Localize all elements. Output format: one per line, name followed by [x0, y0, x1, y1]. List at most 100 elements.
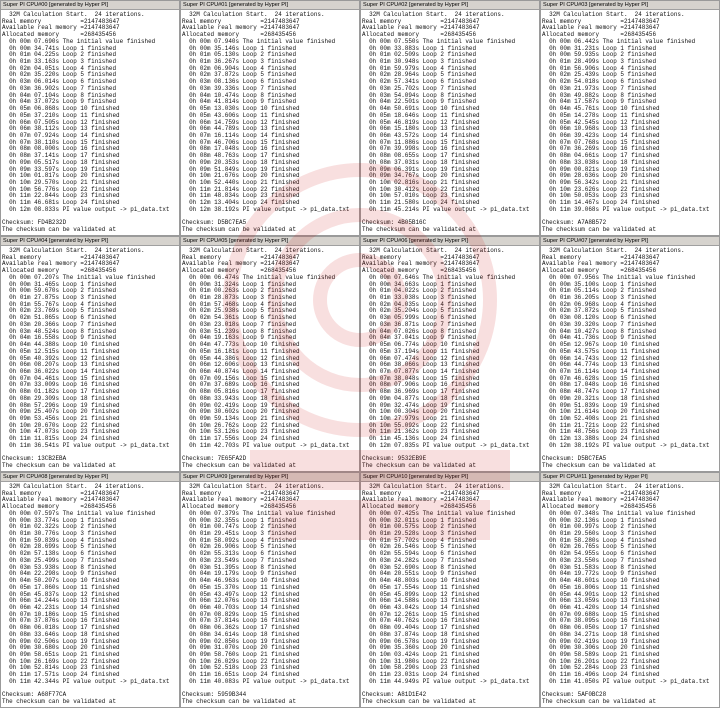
log-line: 0h 07m 40.762s Loop 16 finished [362, 617, 480, 625]
log-line: 0h 09m 51.849s Loop 19 finished [182, 165, 300, 173]
superpi-window[interactable]: Super PI CPU#03 [generated by Hyper PI] … [540, 0, 720, 236]
log-line: 0h 04m 17.587s Loop 9 finished [542, 98, 657, 106]
log-line: 0h 05m 16.806s Loop 11 finished [542, 583, 660, 591]
window-title[interactable]: Super PI CPU#06 [generated by Hyper PI] [361, 237, 539, 246]
log-line: 0h 01m 04.022s Loop 2 finished [362, 287, 477, 295]
log-line: 0h 01m 33.038s Loop 3 finished [362, 294, 477, 302]
log-line: 0h 10m 58.290s Loop 23 finished [362, 664, 480, 672]
checksum-value: 9532EB9E [397, 455, 427, 463]
window-title[interactable]: Super PI CPU#09 [generated by Hyper PI] [181, 473, 359, 482]
log-line: 0h 06m 15.180s Loop 13 finished [362, 125, 480, 133]
log-line: 0h 12m 38.192s PI value output -> pi_dat… [182, 205, 350, 213]
log-line: 0h 04m 46.963s Loop 10 finished [182, 577, 300, 585]
log-line: 0h 05m 06.774s Loop 10 finished [362, 341, 480, 349]
log-line: 0h 05m 12.515s Loop 11 finished [2, 347, 120, 355]
superpi-window[interactable]: Super PI CPU#05 [generated by Hyper PI] … [180, 236, 360, 472]
checksum-value: 4B05B16C [397, 219, 427, 227]
log-line: 0h 09m 30.680s Loop 20 finished [2, 644, 120, 652]
header-line: Allocated memory =268435456 [182, 31, 297, 39]
log-line: 0h 06m 38.066s Loop 13 finished [362, 361, 480, 369]
log-line: 0h 05m 17.554s Loop 11 finished [362, 583, 480, 591]
log-line: 0h 02m 57.341s Loop 6 finished [362, 78, 477, 86]
superpi-window[interactable]: Super PI CPU#06 [generated by Hyper PI] … [360, 236, 540, 472]
log-line: 0h 02m 35.220s Loop 5 finished [2, 71, 117, 79]
log-line: 0h 09m 56.342s Loop 21 finished [542, 178, 660, 186]
superpi-window[interactable]: Super PI CPU#10 [generated by Hyper PI] … [360, 472, 540, 708]
header-line: Allocated memory =268435456 [2, 503, 117, 511]
superpi-window[interactable]: Super PI CPU#02 [generated by Hyper PI] … [360, 0, 540, 236]
window-title[interactable]: Super PI CPU#03 [generated by Hyper PI] [541, 1, 719, 10]
log-line: 0h 09m 58.760s Loop 21 finished [182, 650, 300, 658]
log-line: 0h 09m 59.134s Loop 21 finished [182, 414, 300, 422]
log-line: 0h 10m 21.676s Loop 20 finished [182, 172, 300, 180]
checksum-value: 7E65FA2D [217, 455, 247, 463]
log-line: 0h 10m 26.201s Loop 22 finished [542, 657, 660, 665]
superpi-window[interactable]: Super PI CPU#04 [generated by Hyper PI] … [0, 236, 180, 472]
superpi-window[interactable]: Super PI CPU#07 [generated by Hyper PI] … [540, 236, 720, 472]
log-line: 0h 11m 16.496s Loop 24 finished [542, 671, 660, 679]
log-line: 0h 04m 50.207s Loop 10 finished [2, 577, 120, 585]
log-line: 0h 03m 23.550s Loop 7 finished [542, 556, 657, 564]
log-line: 0h 06m 42.231s Loop 14 finished [2, 603, 120, 611]
log-line: 0h 04m 07.026s Loop 8 finished [362, 327, 477, 335]
window-title[interactable]: Super PI CPU#05 [generated by Hyper PI] [181, 237, 359, 246]
validate-text: The checksum can be validated at [542, 698, 657, 705]
log-line: 0h 01m 55.767s Loop 4 finished [2, 300, 117, 308]
superpi-window[interactable]: Super PI CPU#09 [generated by Hyper PI] … [180, 472, 360, 708]
log-line: 0h 09m 32.474s Loop 19 finished [362, 401, 480, 409]
log-line: 0h 04m 48.601s Loop 10 finished [542, 577, 660, 585]
log-line: 0h 09m 06.578s Loop 19 finished [362, 637, 480, 645]
log-line: 0h 10m 29.570s Loop 21 finished [2, 178, 120, 186]
log-line: 0h 03m 48.524s Loop 8 finished [2, 327, 117, 335]
superpi-window[interactable]: Super PI CPU#01 [generated by Hyper PI] … [180, 0, 360, 236]
log-line: 0h 04m 19.163s Loop 9 finished [182, 334, 297, 342]
log-line: 0h 07m 37.814s Loop 16 finished [182, 617, 300, 625]
log-line: 0h 05m 15.370s Loop 11 finished [182, 583, 300, 591]
superpi-window[interactable]: Super PI CPU#00 [generated by Hyper PI] … [0, 0, 180, 236]
window-title[interactable]: Super PI CPU#10 [generated by Hyper PI] [361, 473, 539, 482]
window-title[interactable]: Super PI CPU#00 [generated by Hyper PI] [1, 1, 179, 10]
log-line: 0h 06m 43.572s Loop 14 finished [362, 131, 480, 139]
window-title[interactable]: Super PI CPU#02 [generated by Hyper PI] [361, 1, 539, 10]
header-line: 32M Calculation Start. 24 iterations. [2, 483, 145, 490]
window-title[interactable]: Super PI CPU#08 [generated by Hyper PI] [1, 473, 179, 482]
log-line: 0h 06m 07.505s Loop 12 finished [2, 118, 120, 126]
log-line: 0h 00m 31.465s Loop 1 finished [2, 280, 117, 288]
checksum-label: Checksum: [182, 455, 218, 463]
log-line: 0h 04m 22.298s Loop 9 finished [2, 570, 117, 578]
log-line: 0h 07m 09.688s Loop 15 finished [542, 610, 660, 618]
log-line: 0h 04m 50.691s Loop 10 finished [362, 105, 480, 113]
log-line: 0h 05m 43.606s Loop 11 finished [182, 111, 300, 119]
window-title[interactable]: Super PI CPU#04 [generated by Hyper PI] [1, 237, 179, 246]
log-line: 0h 02m 55.594s Loop 6 finished [362, 550, 477, 558]
log-line: 0h 08m 33.038s Loop 18 finished [542, 158, 660, 166]
checksum-line: Checksum: 9532EB9E [362, 455, 539, 463]
log-line: 0h 10m 55.092s Loop 22 finished [362, 421, 480, 429]
checksum-value: 13CB2EBA [37, 455, 67, 463]
log-line: 0h 07m 04.461s Loop 15 finished [2, 374, 120, 382]
log-line: 0h 05m 17.860s Loop 11 finished [2, 583, 120, 591]
log-line: 0h 10m 52.284s Loop 23 finished [542, 664, 660, 672]
checksum-label: Checksum: [2, 691, 38, 699]
log-line: 0h 06m 14.743s Loop 12 finished [542, 354, 660, 362]
header-line: Available real memory =2147483647 [542, 496, 660, 504]
log-line: 0h 07m 39.998s Loop 16 finished [362, 145, 480, 153]
window-title[interactable]: Super PI CPU#11 [generated by Hyper PI] [541, 473, 719, 482]
log-line: 0h 01m 58.092s Loop 4 finished [182, 536, 297, 544]
log-line: 0h 05m 06.868s Loop 10 finished [2, 105, 120, 113]
log-line: 0h 11m 17.571s Loop 24 finished [2, 671, 120, 679]
window-title[interactable]: Super PI CPU#01 [generated by Hyper PI] [181, 1, 359, 10]
checksum-line: Checksum: 4B05B16C [362, 219, 539, 227]
log-line: 0h 03m 39.320s Loop 7 finished [542, 320, 657, 328]
superpi-window[interactable]: Super PI CPU#11 [generated by Hyper PI] … [540, 472, 720, 708]
window-title[interactable]: Super PI CPU#07 [generated by Hyper PI] [541, 237, 719, 246]
log-line: 0h 04m 16.558s Loop 9 finished [2, 334, 117, 342]
validate-text: The checksum can be validated at [182, 462, 297, 469]
log-line: 0h 12m 13.404s Loop 24 finished [182, 199, 300, 207]
log-line: 0h 01m 27.875s Loop 3 finished [2, 294, 117, 302]
header-line: Available real memory =2147483647 [542, 24, 660, 32]
checksum-value: 5959B344 [217, 691, 247, 699]
superpi-window[interactable]: Super PI CPU#08 [generated by Hyper PI] … [0, 472, 180, 708]
checksum-label: Checksum: [2, 455, 38, 463]
log-line: 0h 03m 21.973s Loop 7 finished [542, 84, 657, 92]
